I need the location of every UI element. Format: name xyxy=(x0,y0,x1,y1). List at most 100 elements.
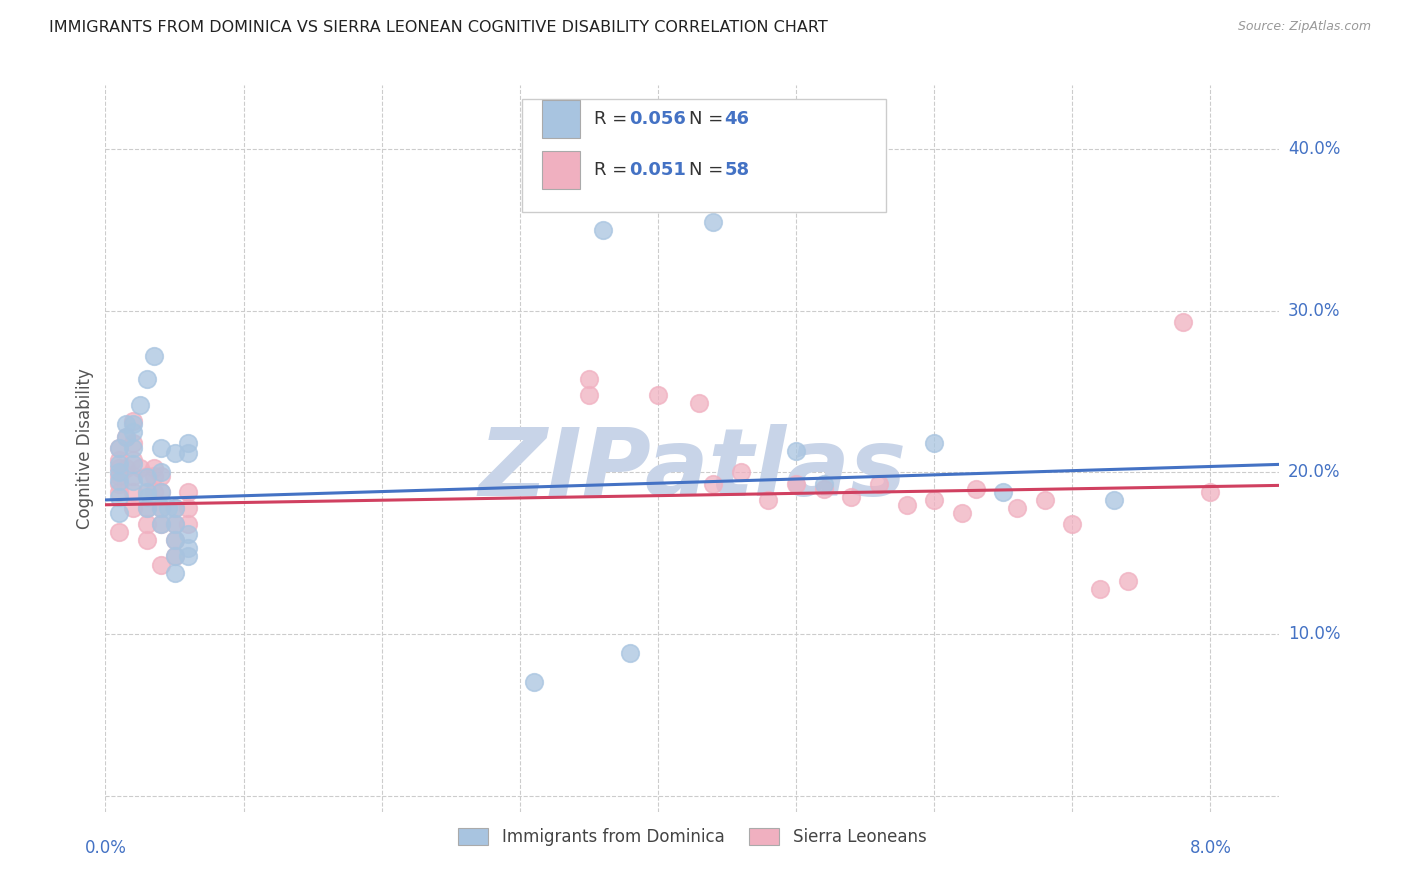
Point xyxy=(108,490,131,504)
Point xyxy=(177,541,200,556)
Point xyxy=(135,372,157,386)
Point xyxy=(177,436,200,450)
Point xyxy=(122,484,145,499)
Point xyxy=(129,398,152,412)
Point xyxy=(142,349,165,363)
Point xyxy=(135,470,157,484)
Point xyxy=(688,396,710,410)
Point xyxy=(868,476,890,491)
Point xyxy=(122,468,145,483)
Point xyxy=(115,417,138,431)
Point xyxy=(1116,574,1139,588)
Point xyxy=(149,558,172,572)
Point xyxy=(950,506,973,520)
Point xyxy=(163,501,186,516)
Text: 40.0%: 40.0% xyxy=(1288,140,1340,159)
Point xyxy=(108,458,131,472)
Point xyxy=(122,501,145,516)
Point xyxy=(1088,582,1111,596)
Point xyxy=(1199,484,1222,499)
Point xyxy=(149,517,172,532)
Point xyxy=(1033,492,1056,507)
Point xyxy=(122,458,145,472)
Text: 8.0%: 8.0% xyxy=(1189,839,1232,857)
Point xyxy=(163,517,186,532)
Point xyxy=(122,436,145,450)
Text: 46: 46 xyxy=(724,110,749,128)
Point xyxy=(922,436,945,450)
Point xyxy=(839,490,862,504)
Text: IMMIGRANTS FROM DOMINICA VS SIERRA LEONEAN COGNITIVE DISABILITY CORRELATION CHAR: IMMIGRANTS FROM DOMINICA VS SIERRA LEONE… xyxy=(49,20,828,35)
Point xyxy=(108,460,131,475)
Point xyxy=(163,533,186,548)
Point xyxy=(135,484,157,499)
Point xyxy=(149,484,172,499)
Point xyxy=(108,452,131,467)
Point xyxy=(813,482,835,496)
Point xyxy=(1171,315,1194,329)
Point xyxy=(142,484,165,499)
Point xyxy=(149,466,172,480)
Y-axis label: Cognitive Disability: Cognitive Disability xyxy=(76,368,94,529)
Point xyxy=(965,482,987,496)
FancyBboxPatch shape xyxy=(522,99,886,212)
Point xyxy=(149,484,172,499)
Point xyxy=(108,466,131,480)
Point xyxy=(592,223,614,237)
Point xyxy=(578,388,600,402)
Point xyxy=(108,506,131,520)
Legend: Immigrants from Dominica, Sierra Leoneans: Immigrants from Dominica, Sierra Leonean… xyxy=(450,820,935,855)
Point xyxy=(135,533,157,548)
Point xyxy=(163,549,186,564)
Point xyxy=(122,452,145,467)
Point xyxy=(135,468,157,483)
Point xyxy=(115,460,138,475)
Point xyxy=(142,460,165,475)
Point xyxy=(149,501,172,516)
Point xyxy=(523,675,546,690)
Text: 0.051: 0.051 xyxy=(628,161,686,178)
Text: 0.056: 0.056 xyxy=(628,110,686,128)
Point xyxy=(163,549,186,564)
Point xyxy=(163,566,186,580)
Point xyxy=(122,417,145,431)
Point xyxy=(149,468,172,483)
Point xyxy=(135,501,157,516)
Point xyxy=(115,430,138,444)
Point xyxy=(163,501,186,516)
Point xyxy=(896,498,918,512)
Point xyxy=(177,526,200,541)
Point xyxy=(785,444,807,458)
FancyBboxPatch shape xyxy=(543,151,579,189)
Point xyxy=(122,474,145,488)
Point xyxy=(813,476,835,491)
Point xyxy=(1062,517,1084,532)
Point xyxy=(702,215,724,229)
Point xyxy=(122,425,145,439)
Point xyxy=(1102,492,1125,507)
Point xyxy=(149,442,172,455)
Text: N =: N = xyxy=(689,161,728,178)
Point xyxy=(177,501,200,516)
Text: N =: N = xyxy=(689,110,728,128)
Point xyxy=(108,468,131,483)
Point xyxy=(149,501,172,516)
Point xyxy=(578,372,600,386)
Text: R =: R = xyxy=(593,110,633,128)
Point xyxy=(122,442,145,455)
Point xyxy=(758,492,780,507)
Point xyxy=(647,388,669,402)
Point xyxy=(135,517,157,532)
Text: 58: 58 xyxy=(724,161,749,178)
Point xyxy=(177,446,200,460)
Point xyxy=(108,442,131,455)
Text: R =: R = xyxy=(593,161,633,178)
Point xyxy=(108,484,131,499)
Point xyxy=(785,476,807,491)
Point xyxy=(619,647,641,661)
Point xyxy=(702,476,724,491)
Point xyxy=(115,430,138,444)
Point xyxy=(149,517,172,532)
Point xyxy=(135,501,157,516)
Point xyxy=(108,476,131,491)
